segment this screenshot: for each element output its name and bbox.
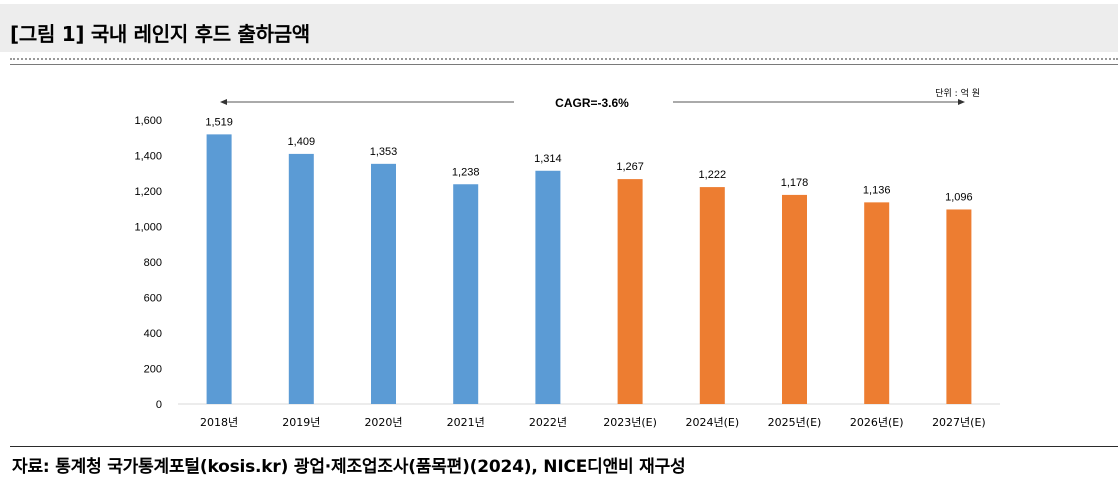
x-tick-label: 2019년 <box>282 416 320 429</box>
bar <box>699 187 725 404</box>
bar-value-label: 1,519 <box>205 116 233 128</box>
x-tick-label: 2024년(E) <box>685 416 739 429</box>
bar-value-label: 1,222 <box>699 169 727 181</box>
title-bar: [그림 1] 국내 레인지 후드 출하금액 <box>0 4 1118 52</box>
cagr-arrowhead-left <box>220 99 227 105</box>
y-tick-label: 600 <box>144 293 162 305</box>
bar <box>535 170 561 404</box>
y-tick-label: 0 <box>156 399 162 411</box>
bar-value-label: 1,096 <box>945 191 973 203</box>
cagr-arrowhead-right <box>958 99 965 105</box>
x-tick-label: 2018년 <box>200 416 238 429</box>
y-tick-label: 800 <box>144 257 162 269</box>
bar <box>864 202 890 404</box>
bar-value-label: 1,353 <box>370 146 398 158</box>
cagr-label: CAGR=-3.6% <box>555 96 629 110</box>
bar-value-label: 1,136 <box>863 184 891 196</box>
bar <box>371 163 396 404</box>
x-tick-label: 2022년 <box>529 416 567 429</box>
cagr-annotation: CAGR=-3.6% <box>220 96 965 110</box>
y-tick-label: 1,400 <box>134 151 162 163</box>
bar <box>206 134 232 404</box>
y-tick-label: 1,600 <box>134 115 162 127</box>
x-tick-label: 2020년 <box>364 416 402 429</box>
y-tick-label: 1,200 <box>134 186 162 198</box>
bar-value-label: 1,238 <box>452 166 480 178</box>
source-note: 자료: 통계청 국가통계포털(kosis.kr) 광업·제조업조사(품목편)(2… <box>12 457 686 477</box>
bar <box>288 153 314 404</box>
x-tick-label: 2025년(E) <box>768 416 822 429</box>
y-tick-label: 200 <box>144 364 162 376</box>
bar-value-label: 1,409 <box>288 136 316 148</box>
bar <box>946 209 972 404</box>
x-axis-labels: 2018년 2019년 2020년 2021년 2022년 2023년(E) 2024년(E… <box>200 416 986 429</box>
x-tick-label: 2023년(E) <box>603 416 657 429</box>
y-tick-label: 1,000 <box>134 222 162 234</box>
title-divider-dotted <box>10 58 1118 60</box>
title-divider-line <box>10 64 1118 65</box>
bar <box>453 184 479 404</box>
bar <box>782 194 807 404</box>
x-tick-label: 2027년(E) <box>932 416 986 429</box>
x-tick-label: 2026년(E) <box>850 416 904 429</box>
y-tick-label: 400 <box>144 328 162 340</box>
bars <box>206 134 972 404</box>
bar <box>617 179 643 404</box>
value-labels: 1,519 1,409 1,353 1,238 1,314 1,267 1,222 1,178… <box>205 116 972 203</box>
bar-value-label: 1,314 <box>534 153 562 165</box>
unit-label: 단위 : 억 원 <box>935 87 980 99</box>
y-axis-labels: 0 200 400 600 800 1,000 1,200 1,400 1,600 <box>134 115 162 411</box>
bar-value-label: 1,267 <box>616 161 644 173</box>
x-tick-label: 2021년 <box>447 416 485 429</box>
bar-value-label: 1,178 <box>781 177 809 189</box>
source-divider <box>10 446 1118 447</box>
figure-title: [그림 1] 국내 레인지 후드 출하금액 <box>10 22 310 46</box>
